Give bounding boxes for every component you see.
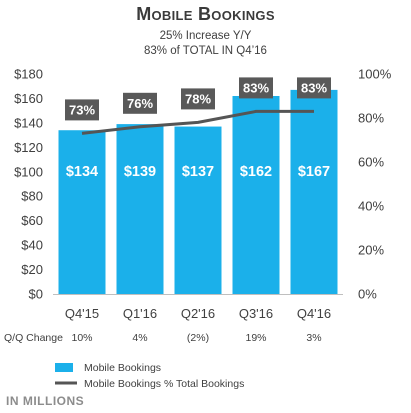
y-right-tick-label: 100% [358, 67, 392, 82]
legend-label-bars: Mobile Bookings [84, 362, 161, 374]
legend-label-line: Mobile Bookings % Total Bookings [84, 378, 244, 390]
y-left-tick-label: $160 [14, 91, 43, 106]
y-left-tick-label: $180 [14, 67, 43, 82]
bar-value-label: $134 [66, 164, 98, 180]
y-left-tick-label: $80 [21, 189, 43, 204]
pct-badge [181, 88, 215, 110]
pct-badge [239, 77, 273, 99]
y-left-tick-label: $40 [21, 238, 43, 253]
pct-badge-label: 83% [243, 80, 269, 95]
y-right-tick-label: 20% [358, 243, 384, 258]
x-tick-label: Q1'16 [123, 306, 157, 321]
bar-mobile-bookings [58, 130, 106, 294]
bar-mobile-bookings [232, 96, 280, 294]
qoq-value: 3% [306, 332, 321, 344]
bar-mobile-bookings [174, 126, 222, 294]
qoq-row-label: Q/Q Change [4, 332, 63, 344]
pct-badge-label: 78% [185, 91, 211, 106]
x-tick-label: Q2'16 [181, 306, 215, 321]
x-tick-label: Q4'16 [297, 306, 331, 321]
y-right-tick-label: 0% [358, 287, 377, 302]
y-left-tick-label: $0 [29, 287, 43, 302]
bar-mobile-bookings [290, 89, 338, 294]
qoq-value: (2%) [187, 332, 209, 344]
bar-value-label: $139 [124, 164, 156, 180]
pct-badge [297, 77, 331, 99]
y-left-tick-label: $140 [14, 115, 43, 130]
qoq-value: 4% [132, 332, 147, 344]
y-left-tick-label: $60 [21, 213, 43, 228]
units-note: IN MILLIONS [6, 394, 85, 408]
pct-badge-label: 83% [301, 80, 327, 95]
chart-subtitle-growth: 25% Increase Y/Y [159, 30, 252, 42]
y-left-tick-label: $120 [14, 140, 43, 155]
y-left-tick-label: $20 [21, 262, 43, 277]
line-mobile-share [81, 109, 314, 135]
bar-value-label: $137 [182, 164, 214, 180]
y-right-tick-label: 40% [358, 199, 384, 214]
pct-badge-label: 73% [69, 102, 95, 117]
x-tick-label: Q3'16 [239, 306, 273, 321]
y-right-tick-label: 80% [358, 111, 384, 126]
pct-badge [65, 99, 99, 121]
x-tick-label: Q4'15 [65, 306, 99, 321]
y-right-tick-label: 60% [358, 155, 384, 170]
bar-value-label: $167 [298, 164, 330, 180]
y-left-tick-label: $100 [14, 164, 43, 179]
bar-mobile-bookings [116, 124, 164, 294]
qoq-value: 19% [245, 332, 266, 344]
qoq-value: 10% [71, 332, 92, 344]
pct-badge [123, 92, 157, 114]
pct-badge-label: 76% [127, 96, 153, 111]
chart-title: Mobile Bookings [136, 4, 275, 24]
legend-swatch-bars [55, 363, 73, 372]
chart-subtitle-share: 83% of TOTAL IN Q4’16 [144, 45, 267, 57]
bar-value-label: $162 [240, 164, 272, 180]
